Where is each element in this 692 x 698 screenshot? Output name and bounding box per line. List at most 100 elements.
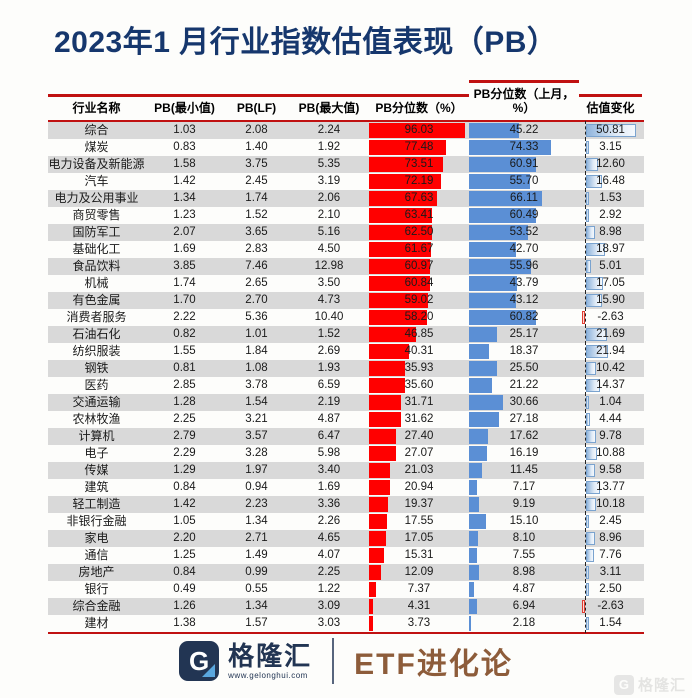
- prev-pct-bar: [469, 140, 551, 155]
- change-bar: [586, 549, 594, 562]
- prev-pct-value: 6.94: [512, 600, 536, 612]
- change-cell: 9.78: [579, 427, 642, 446]
- pb-max-value: 2.06: [317, 192, 341, 204]
- change-axis: [585, 563, 586, 582]
- industry-name: 建材: [84, 616, 109, 630]
- change-bar: [586, 345, 608, 358]
- change-axis: [585, 376, 586, 395]
- change-axis: [585, 325, 586, 344]
- prev-pct-bar: [469, 276, 518, 291]
- brand-url: www.gelonghui.com: [228, 670, 308, 680]
- prev-pct-bar: [469, 463, 482, 478]
- change-axis: [585, 240, 586, 259]
- industry-name: 建筑: [84, 480, 109, 494]
- change-axis: [585, 495, 586, 514]
- change-axis: [585, 291, 586, 310]
- pb-lf-value: 3.65: [245, 226, 268, 238]
- prev-pct-value: 60.91: [509, 158, 539, 170]
- change-cell: 4.44: [579, 410, 642, 429]
- pct-cell: 35.60: [369, 377, 469, 394]
- pb-min-value: 1.29: [173, 464, 196, 476]
- pct-bar: [369, 616, 373, 631]
- pct-value: 63.41: [404, 209, 434, 221]
- prev-pct-value: 2.18: [512, 617, 536, 629]
- change-cell: 1.53: [579, 189, 642, 208]
- pct-value: 60.84: [404, 277, 434, 289]
- pct-value: 35.93: [404, 362, 434, 374]
- prev-pct-value: 60.82: [509, 311, 539, 323]
- industry-name: 农林牧渔: [72, 412, 121, 426]
- pb-max-value: 2.19: [317, 396, 341, 408]
- industry-name: 计算机: [78, 429, 115, 443]
- pct-cell: 96.03: [369, 122, 469, 139]
- pct-value: 40.31: [404, 345, 434, 357]
- change-value: 50.81: [596, 124, 625, 136]
- industry-name: 汽车: [84, 174, 109, 188]
- pct-bar: [369, 344, 410, 359]
- prev-pct-cell: 9.19: [469, 496, 579, 513]
- pb-max-value: 4.73: [317, 294, 341, 306]
- change-value: -2.63: [597, 311, 624, 323]
- prev-pct-bar: [469, 395, 503, 410]
- pct-value: 4.31: [407, 600, 431, 612]
- pb-min-value: 0.82: [173, 328, 196, 340]
- prev-pct-value: 7.55: [512, 549, 536, 561]
- pct-bar: [369, 259, 430, 274]
- change-cell: 2.92: [579, 206, 642, 225]
- pb-max-value: 3.03: [317, 617, 341, 629]
- table-header: 行业名称 PB(最小值) PB(LF) PB(最大值) PB分位数（%） PB分…: [48, 80, 644, 122]
- change-cell: 21.69: [579, 325, 642, 344]
- change-cell: 15.90: [579, 291, 642, 310]
- pb-min-value: 1.74: [173, 277, 196, 289]
- change-cell: 10.42: [579, 359, 642, 378]
- pct-cell: 61.67: [369, 241, 469, 258]
- table-row: 基础化工 1.69 2.83 4.50 61.67 42.70 18.97: [48, 240, 644, 259]
- pb-lf-value: 3.28: [245, 447, 268, 459]
- pb-min-value: 2.29: [173, 447, 196, 459]
- pb-min-value: 2.79: [173, 430, 196, 442]
- change-cell: 50.81: [579, 121, 642, 140]
- pct-cell: 7.37: [369, 581, 469, 598]
- change-bar: [586, 379, 601, 392]
- pct-bar: [369, 191, 437, 206]
- change-cell: 2.50: [579, 580, 642, 599]
- pb-max-value: 6.47: [317, 430, 341, 442]
- table-row: 电力及公用事业 1.34 1.74 2.06 67.63 66.11 1.53: [48, 189, 644, 208]
- table-row: 国防军工 2.07 3.65 5.16 62.50 53.52 8.98: [48, 223, 644, 242]
- prev-pct-cell: 30.66: [469, 394, 579, 411]
- pb-lf-value: 2.08: [245, 124, 268, 136]
- prev-pct-cell: 60.91: [469, 156, 579, 173]
- change-bar: [586, 566, 590, 579]
- change-bar: [586, 362, 597, 375]
- change-value: 9.58: [599, 464, 622, 476]
- brand-text: 格隆汇 www.gelonghui.com: [228, 643, 312, 680]
- pct-cell: 58.20: [369, 309, 469, 326]
- pb-max-value: 6.59: [317, 379, 341, 391]
- pct-value: 67.63: [404, 192, 434, 204]
- prev-pct-value: 66.11: [510, 192, 538, 204]
- prev-pct-value: 60.49: [509, 209, 539, 221]
- pb-max-value: 2.26: [317, 515, 341, 527]
- etf-label: ETF进化论: [354, 648, 513, 681]
- prev-pct-cell: 11.45: [469, 462, 579, 479]
- pct-cell: 4.31: [369, 598, 469, 615]
- pct-value: 31.71: [404, 396, 434, 408]
- prev-pct-value: 30.66: [509, 396, 539, 408]
- change-value: 8.98: [599, 226, 622, 238]
- industry-name: 有色金属: [72, 293, 121, 307]
- change-axis: [585, 546, 586, 565]
- pb-lf-value: 3.21: [245, 413, 268, 425]
- prev-pct-bar: [469, 157, 536, 172]
- change-bar: [586, 243, 605, 256]
- change-bar: [586, 515, 589, 528]
- table-row: 商贸零售 1.23 1.52 2.10 63.41 60.49 2.92: [48, 206, 644, 225]
- prev-pct-bar: [469, 225, 528, 240]
- pb-max-value: 3.09: [317, 600, 341, 612]
- industry-name: 交通运输: [72, 395, 121, 409]
- pb-lf-value: 1.34: [245, 515, 268, 527]
- change-value: -2.63: [597, 600, 624, 612]
- pb-min-value: 1.42: [173, 175, 196, 187]
- change-value: 13.77: [596, 481, 625, 493]
- pct-cell: 12.09: [369, 564, 469, 581]
- change-value: 21.69: [596, 328, 625, 340]
